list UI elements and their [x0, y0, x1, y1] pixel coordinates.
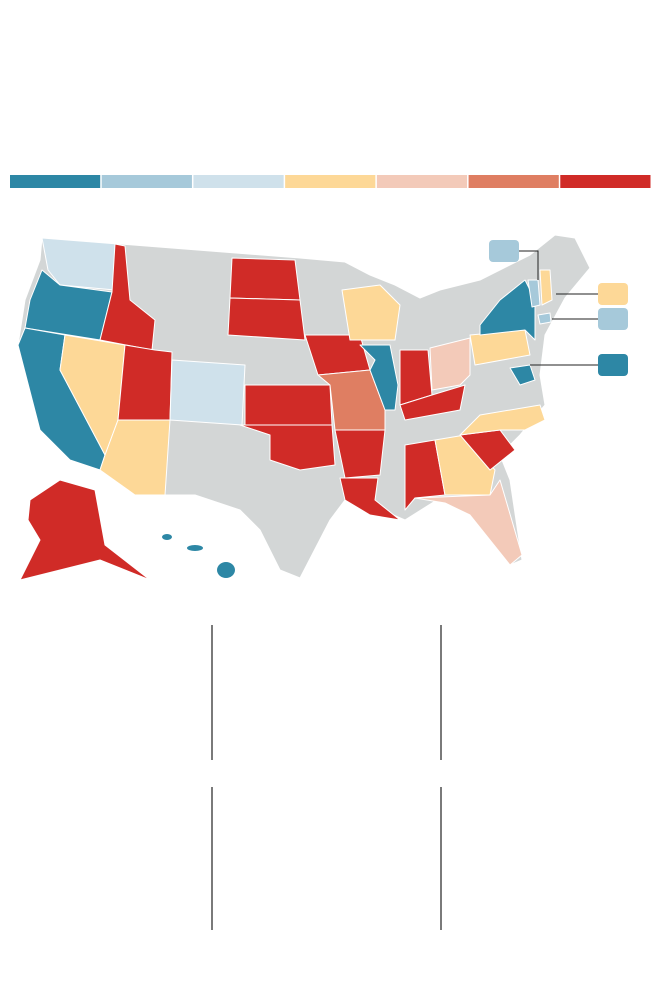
state	[217, 562, 235, 578]
callout-leaders	[519, 250, 598, 366]
state	[434, 434, 496, 496]
legend-swatch	[468, 175, 559, 188]
callout-box	[598, 354, 628, 376]
state	[169, 359, 246, 426]
legend-swatch	[560, 175, 651, 188]
state	[229, 257, 301, 301]
state	[509, 364, 536, 386]
state	[414, 479, 523, 566]
leader-line	[519, 250, 539, 280]
state	[227, 297, 306, 341]
state	[117, 344, 173, 421]
legend-swatch	[101, 175, 192, 188]
state	[187, 545, 203, 551]
callout-box	[489, 240, 519, 262]
panel-dividers	[211, 625, 442, 930]
legend-swatch	[193, 175, 284, 188]
state	[239, 424, 336, 471]
us-map	[17, 234, 591, 581]
state	[244, 384, 333, 426]
state	[334, 429, 386, 479]
state	[359, 344, 399, 411]
state	[341, 284, 401, 341]
legend-swatch	[285, 175, 376, 188]
state	[99, 243, 156, 351]
state	[459, 404, 546, 436]
state	[339, 477, 401, 521]
state	[527, 279, 541, 308]
legend-swatch	[376, 175, 468, 188]
state	[479, 279, 536, 341]
state	[539, 269, 553, 306]
state	[399, 384, 466, 421]
state	[404, 439, 446, 511]
callout-box	[598, 283, 628, 305]
state	[19, 479, 151, 581]
callouts	[489, 240, 628, 376]
state	[429, 337, 471, 391]
state	[162, 534, 172, 540]
legend-swatch	[10, 175, 101, 188]
state	[41, 237, 119, 291]
callout-box	[598, 308, 628, 330]
state	[537, 312, 552, 325]
color-legend	[10, 175, 651, 188]
